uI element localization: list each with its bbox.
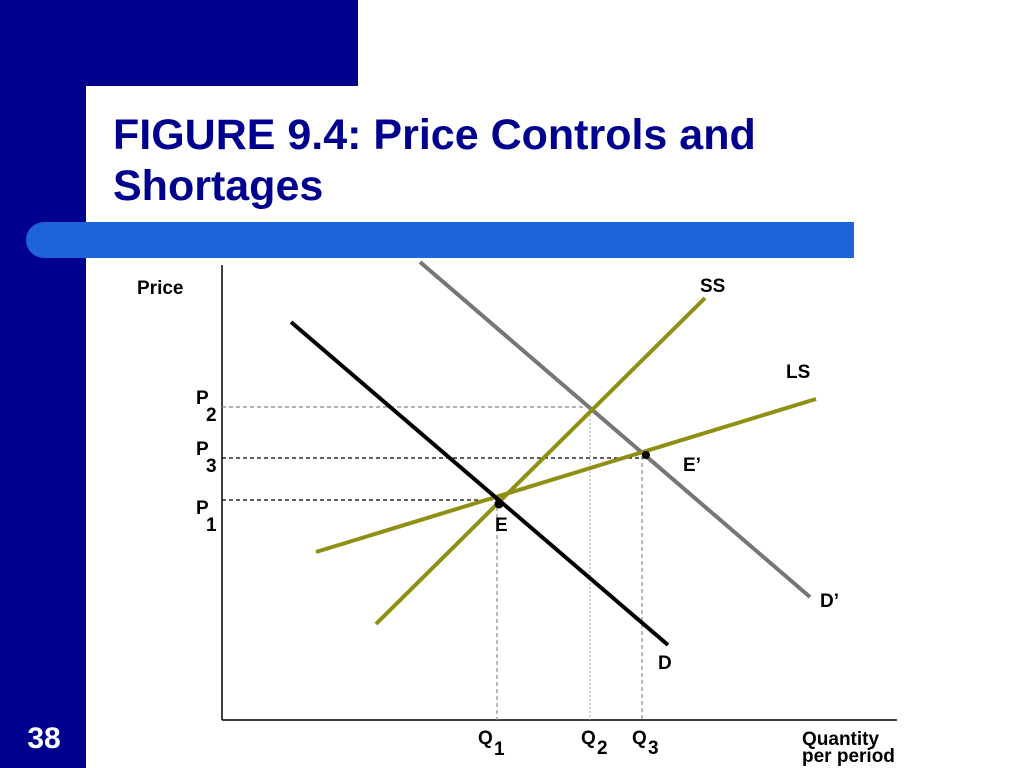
- q1-label: Q: [478, 728, 493, 749]
- p2-label: P: [196, 388, 209, 409]
- e-point-label: E: [495, 515, 508, 536]
- shifted-demand-curve: [418, 260, 812, 599]
- q3-subscript: 3: [648, 738, 659, 759]
- q2-label: Q: [581, 728, 596, 749]
- short-run-supply-curve: [374, 296, 707, 626]
- ss-curve-label: SS: [700, 276, 725, 297]
- slide-title: FIGURE 9.4: Price Controls and Shortages: [113, 111, 756, 210]
- q3-label: Q: [632, 728, 647, 749]
- p2-subscript: 2: [206, 405, 217, 426]
- title-underline-bar: [26, 222, 854, 258]
- p1-label: P: [196, 498, 209, 519]
- equilibrium-e-prime-dot: [642, 451, 650, 459]
- left-frame-bar: [0, 0, 86, 768]
- d-curve-label: D: [658, 653, 672, 674]
- d-prime-curve-label: D’: [820, 591, 839, 612]
- q1-subscript: 1: [494, 739, 505, 760]
- x-axis-label-line1: Quantity: [802, 729, 879, 750]
- x-axis-label-line2: per period: [802, 746, 895, 767]
- y-axis-label: Price: [137, 278, 183, 299]
- p3-subscript: 3: [206, 456, 217, 477]
- q2-subscript: 2: [597, 738, 608, 759]
- p1-subscript: 1: [206, 515, 217, 536]
- equilibrium-e-dot: [494, 499, 504, 509]
- ls-curve-label: LS: [786, 362, 810, 383]
- demand-curve: [289, 320, 670, 647]
- slide-number: 38: [27, 722, 61, 755]
- e-prime-point-label: E’: [683, 455, 701, 476]
- top-frame-bar: [0, 0, 358, 86]
- p3-label: P: [196, 439, 209, 460]
- long-run-supply-curve: [315, 397, 817, 554]
